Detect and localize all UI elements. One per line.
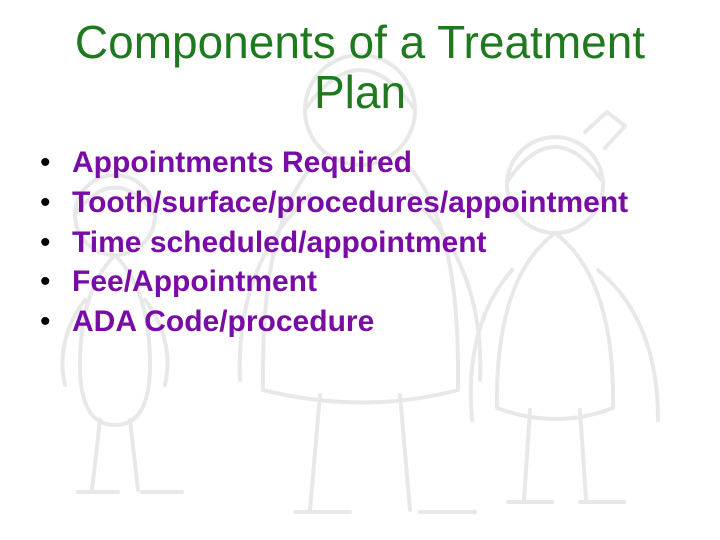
slide-content: Components of a Treatment Plan • Appoint…	[0, 0, 720, 540]
bullet-marker-icon: •	[40, 302, 72, 342]
bullet-text: ADA Code/procedure	[72, 302, 720, 342]
slide: Components of a Treatment Plan • Appoint…	[0, 0, 720, 540]
list-item: • Tooth/surface/procedures/appointment	[40, 183, 720, 223]
bullet-text: Time scheduled/appointment	[72, 223, 720, 263]
list-item: • ADA Code/procedure	[40, 302, 720, 342]
bullet-marker-icon: •	[40, 143, 72, 183]
bullet-list: • Appointments Required • Tooth/surface/…	[0, 117, 720, 341]
list-item: • Appointments Required	[40, 143, 720, 183]
bullet-text: Fee/Appointment	[72, 262, 720, 302]
bullet-marker-icon: •	[40, 223, 72, 263]
list-item: • Fee/Appointment	[40, 262, 720, 302]
bullet-marker-icon: •	[40, 262, 72, 302]
slide-title: Components of a Treatment Plan	[0, 0, 720, 117]
bullet-text: Tooth/surface/procedures/appointment	[72, 183, 720, 223]
bullet-text: Appointments Required	[72, 143, 720, 183]
bullet-marker-icon: •	[40, 183, 72, 223]
list-item: • Time scheduled/appointment	[40, 223, 720, 263]
